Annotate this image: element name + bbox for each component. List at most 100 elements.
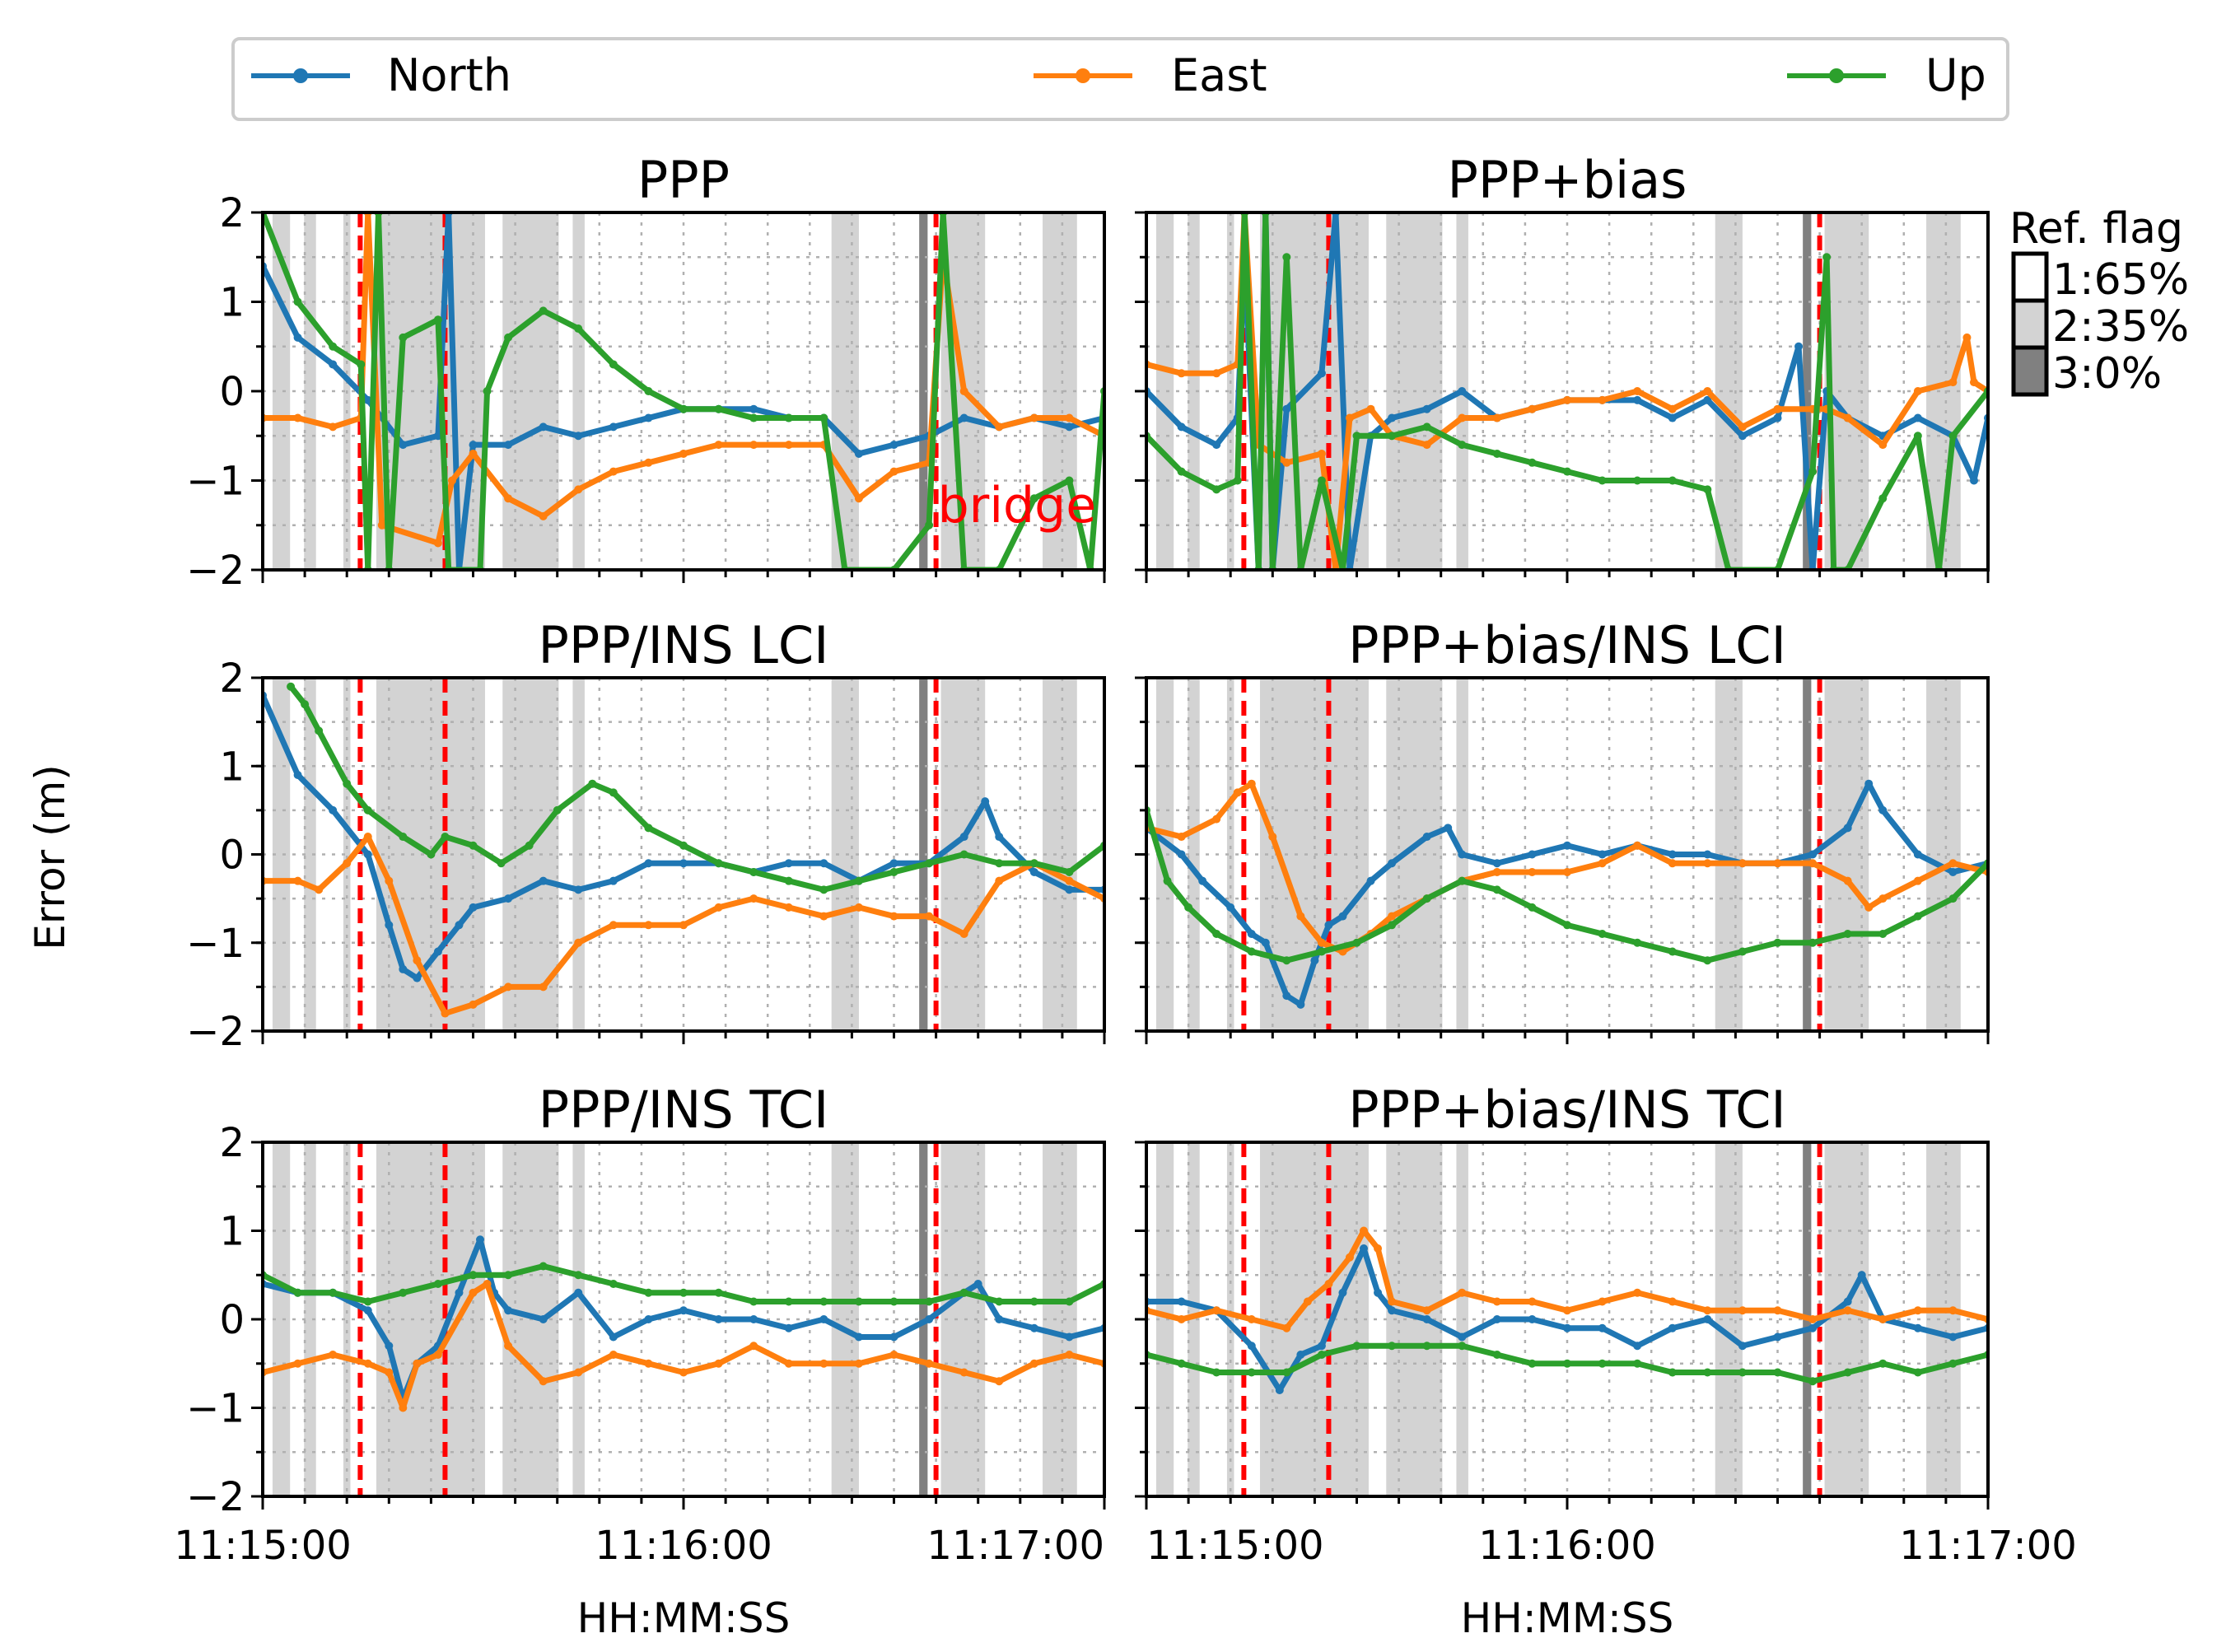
data-point-north [1843, 824, 1852, 833]
data-point-north [1948, 1332, 1958, 1342]
data-point-east [1773, 1306, 1782, 1315]
data-point-east [1668, 859, 1677, 868]
data-point-north [784, 859, 793, 868]
data-point-up [854, 876, 863, 885]
data-point-east [1458, 413, 1467, 422]
data-point-up [784, 1297, 793, 1306]
data-point-up [749, 413, 758, 422]
data-point-north [995, 1315, 1004, 1323]
data-point-east [1212, 369, 1221, 378]
data-point-up [1598, 476, 1607, 485]
series-line-east [1146, 1228, 1988, 1332]
data-point-east [995, 1377, 1004, 1386]
data-point-north [1492, 1315, 1501, 1323]
data-point-up [1317, 1351, 1326, 1359]
data-point-east [1177, 833, 1186, 842]
y-tick-label: 2 [219, 190, 245, 236]
data-point-north [1261, 938, 1270, 947]
data-point-north [679, 1306, 688, 1315]
data-point-up [889, 867, 898, 876]
legend-marker-north [293, 68, 308, 83]
data-point-north [1444, 824, 1453, 833]
data-point-north [1177, 1297, 1186, 1306]
data-point-east [385, 876, 394, 885]
data-point-up [1528, 458, 1537, 467]
ref-flag-swatch-3 [2011, 345, 2049, 397]
data-point-north [1282, 992, 1291, 1001]
data-point-north [1282, 404, 1291, 413]
data-point-up [1843, 930, 1852, 939]
data-point-east [1177, 1315, 1186, 1323]
panel-ppp-bias: PPP+bias [1135, 150, 1990, 583]
ref-flag-2-band [1824, 1142, 1869, 1496]
data-point-up [644, 387, 653, 395]
data-point-north [1563, 1323, 1571, 1332]
data-point-up [539, 306, 548, 315]
y-tick-label: 2 [219, 1120, 245, 1166]
data-point-east [363, 1359, 372, 1368]
data-point-north [1969, 476, 1978, 485]
data-point-up [1528, 1359, 1537, 1368]
data-point-up [293, 1288, 302, 1297]
ref-flag-2-band [1926, 678, 1961, 1031]
data-point-north [1198, 876, 1207, 885]
data-point-east [1843, 1306, 1852, 1315]
data-point-north [1422, 404, 1431, 413]
data-point-east [539, 511, 548, 520]
data-point-up [1212, 1368, 1221, 1377]
data-point-north [995, 833, 1004, 842]
data-point-north [1177, 850, 1186, 859]
data-point-east [441, 1009, 450, 1018]
data-point-up [1029, 859, 1038, 868]
data-point-up [995, 1297, 1004, 1306]
data-point-up [497, 859, 506, 868]
data-point-north [1878, 805, 1888, 814]
data-point-east [959, 387, 968, 395]
panel-title: PPP/INS LCI [539, 615, 829, 675]
panel-title: PPP+bias/INS TCI [1348, 1080, 1785, 1140]
data-point-north [363, 850, 372, 859]
data-point-up [1458, 876, 1467, 885]
y-tick-label: −1 [186, 459, 245, 505]
legend-entry-north: North [251, 49, 511, 101]
data-point-east [1703, 387, 1712, 395]
data-point-north [574, 885, 583, 894]
data-point-east [293, 1359, 302, 1368]
data-point-north [469, 903, 478, 912]
data-point-north [469, 441, 478, 450]
data-point-north [889, 1332, 898, 1342]
data-point-north [854, 1332, 863, 1342]
data-point-north [1633, 1342, 1642, 1351]
data-point-up [329, 1288, 338, 1297]
x-axis-label-right: HH:MM:SS [1461, 1594, 1674, 1642]
data-point-up [399, 833, 408, 842]
data-point-east [1808, 859, 1818, 868]
legend-label-north: North [387, 49, 511, 101]
data-point-east [1738, 859, 1747, 868]
data-point-east [1878, 894, 1888, 903]
series-up [1146, 1342, 1988, 1386]
data-point-up [1913, 1368, 1922, 1377]
data-point-east [1492, 867, 1501, 876]
data-point-up [1668, 947, 1677, 956]
data-point-east [363, 833, 372, 842]
data-point-north [1226, 903, 1235, 912]
data-point-north [1422, 833, 1431, 842]
data-point-up [483, 387, 492, 395]
data-point-north [925, 1315, 934, 1323]
data-point-north [1633, 395, 1642, 404]
data-point-north [399, 964, 408, 973]
data-point-east [1422, 441, 1431, 450]
data-point-east [1843, 876, 1852, 885]
data-point-east [1962, 333, 1972, 342]
data-point-east [1598, 859, 1607, 868]
data-point-up [1317, 476, 1326, 485]
data-point-up [1352, 1342, 1361, 1351]
ref-flag-2-band [1226, 1142, 1234, 1496]
data-point-east [1864, 903, 1874, 912]
data-point-east [504, 494, 513, 503]
plot-area [1146, 1142, 1988, 1496]
data-point-north [854, 449, 863, 458]
data-point-north [609, 876, 618, 885]
data-point-up [1233, 476, 1242, 485]
